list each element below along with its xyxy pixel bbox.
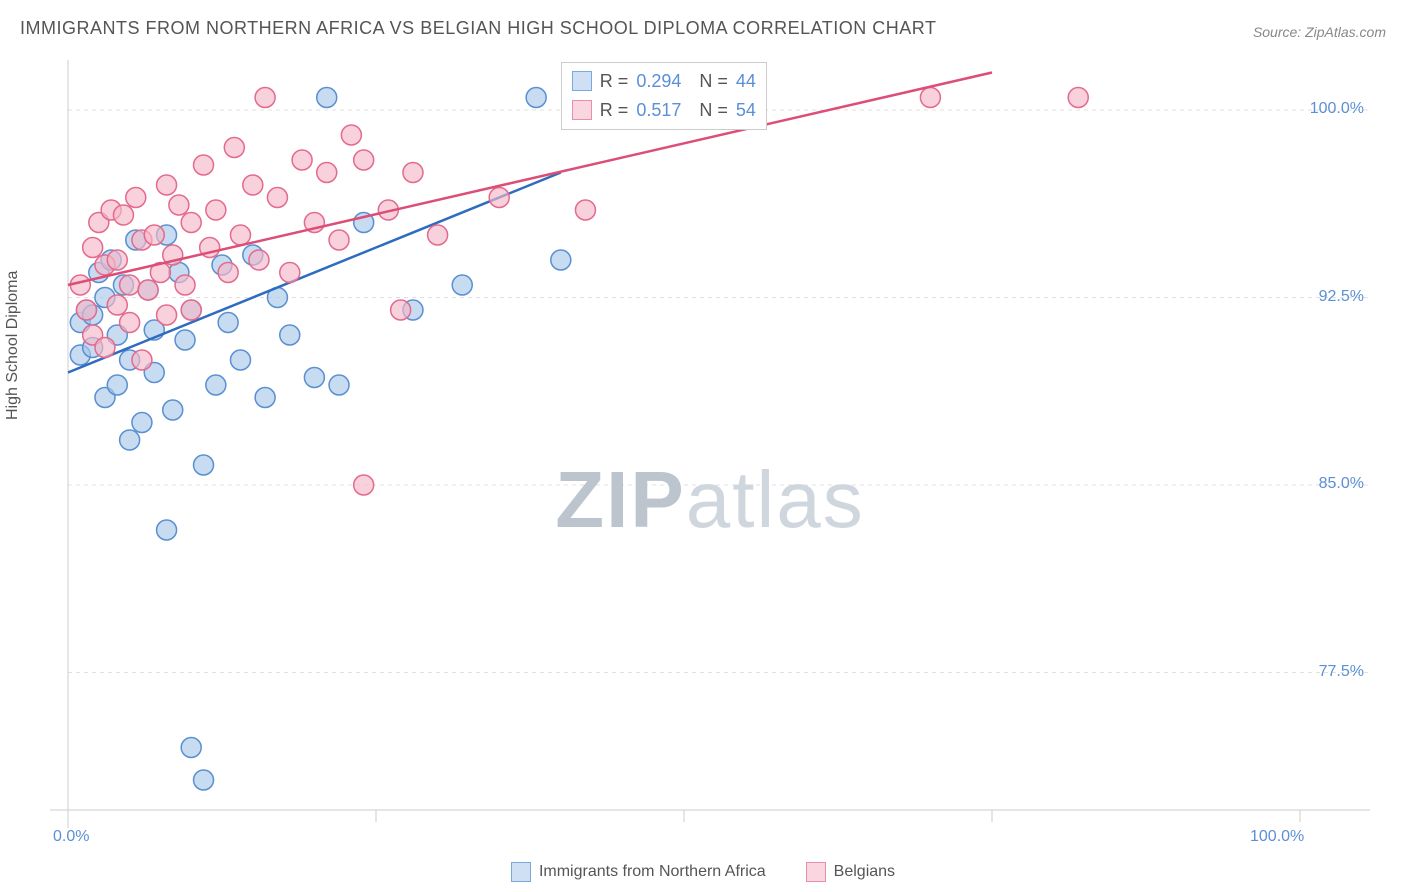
x-tick-label-right: 100.0%	[1250, 828, 1304, 846]
data-point	[329, 230, 349, 250]
data-point	[292, 150, 312, 170]
data-point	[489, 188, 509, 208]
chart-title: IMMIGRANTS FROM NORTHERN AFRICA VS BELGI…	[20, 18, 936, 39]
data-point	[920, 88, 940, 108]
data-point	[452, 275, 472, 295]
data-point	[1068, 88, 1088, 108]
data-point	[218, 263, 238, 283]
legend-swatch	[806, 862, 826, 882]
data-point	[181, 738, 201, 758]
data-point	[255, 388, 275, 408]
data-point	[354, 150, 374, 170]
r-value: 0.517	[636, 96, 681, 125]
data-point	[132, 413, 152, 433]
r-label: R =	[600, 96, 629, 125]
data-point	[132, 350, 152, 370]
data-point	[157, 520, 177, 540]
y-tick-label: 100.0%	[1294, 100, 1364, 118]
data-point	[95, 338, 115, 358]
n-label: N =	[689, 96, 728, 125]
data-point	[181, 300, 201, 320]
data-point	[157, 175, 177, 195]
correlation-row: R = 0.517 N = 54	[572, 96, 756, 125]
data-point	[267, 188, 287, 208]
n-value: 54	[736, 96, 756, 125]
data-point	[249, 250, 269, 270]
data-point	[107, 295, 127, 315]
data-point	[551, 250, 571, 270]
legend-item: Immigrants from Northern Africa	[511, 862, 766, 882]
x-tick-label-left: 0.0%	[53, 828, 89, 846]
legend-swatch	[572, 71, 592, 91]
data-point	[224, 138, 244, 158]
data-point	[194, 770, 214, 790]
data-point	[206, 200, 226, 220]
data-point	[428, 225, 448, 245]
legend-label: Belgians	[834, 863, 895, 881]
data-point	[76, 300, 96, 320]
data-point	[243, 175, 263, 195]
data-point	[317, 88, 337, 108]
r-label: R =	[600, 67, 629, 96]
data-point	[138, 280, 158, 300]
legend-swatch	[572, 100, 592, 120]
data-point	[181, 213, 201, 233]
data-point	[107, 250, 127, 270]
data-point	[113, 205, 133, 225]
data-point	[230, 225, 250, 245]
data-point	[304, 368, 324, 388]
data-point	[175, 275, 195, 295]
data-point	[526, 88, 546, 108]
data-point	[341, 125, 361, 145]
correlation-legend-box: R = 0.294 N = 44R = 0.517 N = 54	[561, 62, 767, 130]
data-point	[280, 263, 300, 283]
data-point	[194, 455, 214, 475]
data-point	[120, 275, 140, 295]
y-axis-label: High School Diploma	[4, 271, 22, 420]
data-point	[83, 238, 103, 258]
data-point	[194, 155, 214, 175]
source-attribution: Source: ZipAtlas.com	[1253, 24, 1386, 40]
data-point	[403, 163, 423, 183]
data-point	[391, 300, 411, 320]
data-point	[175, 330, 195, 350]
data-point	[144, 225, 164, 245]
data-point	[107, 375, 127, 395]
data-point	[575, 200, 595, 220]
data-point	[120, 430, 140, 450]
bottom-legend: Immigrants from Northern Africa Belgians	[0, 862, 1406, 882]
data-point	[169, 195, 189, 215]
data-point	[218, 313, 238, 333]
scatter-plot	[50, 60, 1370, 830]
data-point	[120, 313, 140, 333]
data-point	[126, 188, 146, 208]
y-tick-label: 92.5%	[1294, 288, 1364, 306]
data-point	[163, 400, 183, 420]
data-point	[157, 305, 177, 325]
data-point	[354, 475, 374, 495]
data-point	[230, 350, 250, 370]
data-point	[206, 375, 226, 395]
legend-label: Immigrants from Northern Africa	[539, 863, 766, 881]
legend-swatch	[511, 862, 531, 882]
correlation-row: R = 0.294 N = 44	[572, 67, 756, 96]
data-point	[329, 375, 349, 395]
data-point	[280, 325, 300, 345]
data-point	[317, 163, 337, 183]
chart-area: ZIPatlas R = 0.294 N = 44R = 0.517 N = 5…	[50, 60, 1370, 830]
y-tick-label: 85.0%	[1294, 475, 1364, 493]
data-point	[255, 88, 275, 108]
n-label: N =	[689, 67, 728, 96]
y-tick-label: 77.5%	[1294, 663, 1364, 681]
n-value: 44	[736, 67, 756, 96]
legend-item: Belgians	[806, 862, 895, 882]
r-value: 0.294	[636, 67, 681, 96]
